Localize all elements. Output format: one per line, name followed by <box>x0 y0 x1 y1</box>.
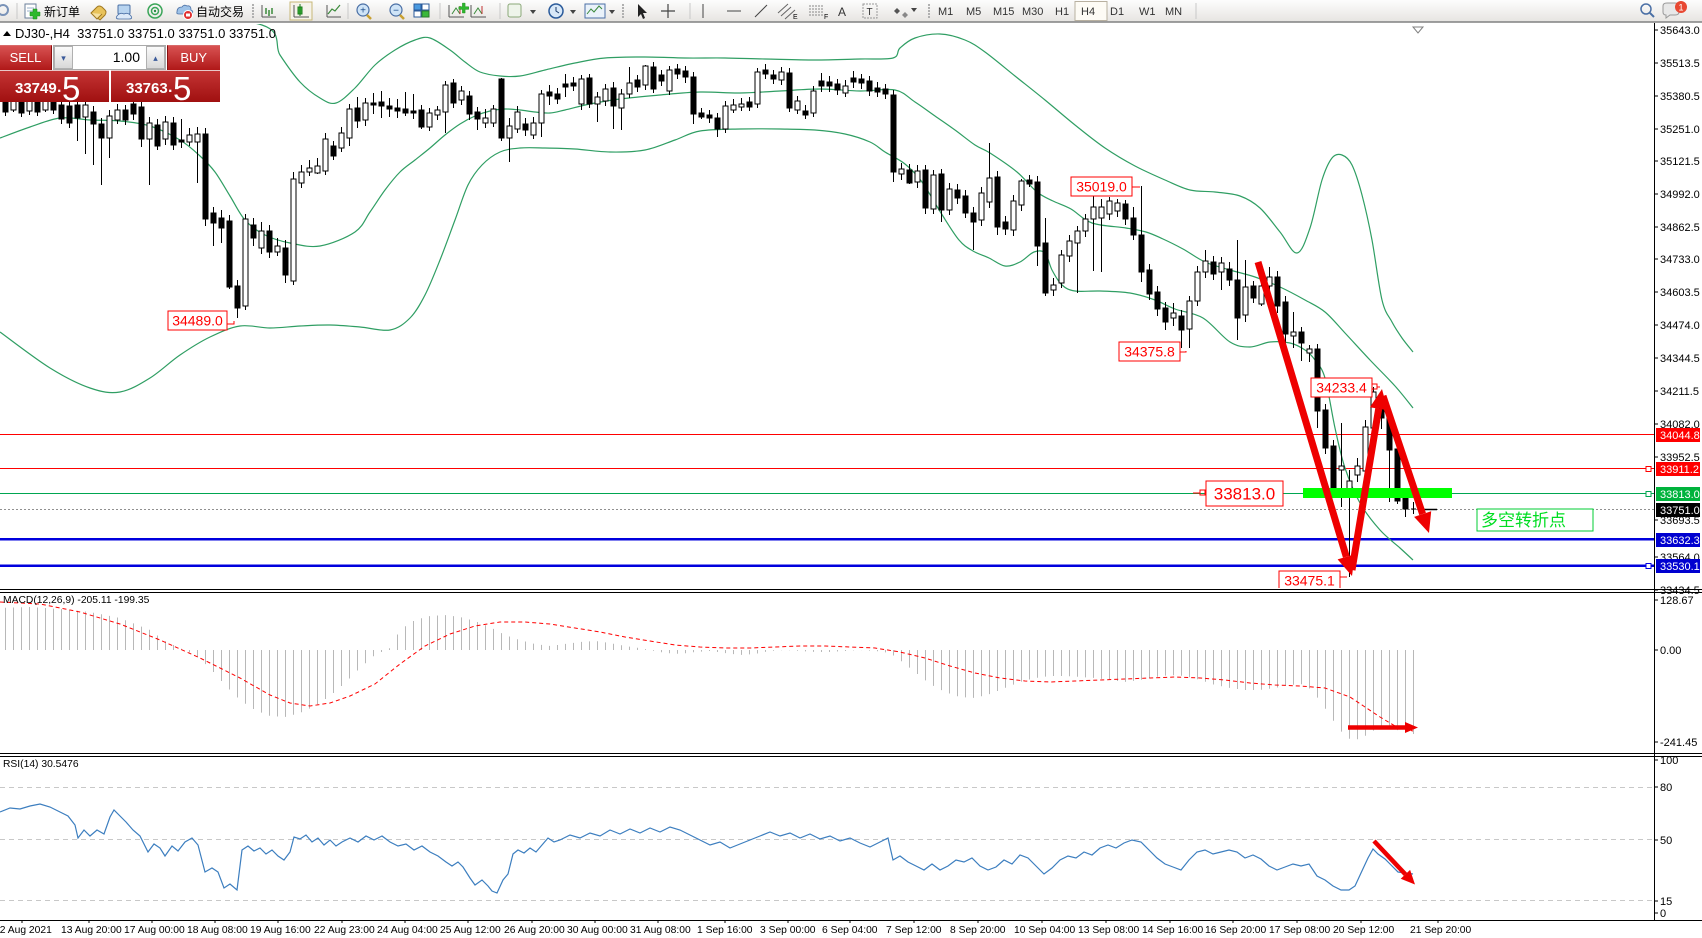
svg-text:33530.1: 33530.1 <box>1660 561 1700 573</box>
svg-text:13 Aug 20:00: 13 Aug 20:00 <box>61 925 122 936</box>
svg-text:12 Aug 2021: 12 Aug 2021 <box>0 925 52 936</box>
svg-text:128.67: 128.67 <box>1660 595 1694 607</box>
svg-text:34474.0: 34474.0 <box>1660 320 1700 332</box>
svg-text:F: F <box>824 14 828 21</box>
svg-text:14 Sep 16:00: 14 Sep 16:00 <box>1142 925 1204 936</box>
svg-text:35121.5: 35121.5 <box>1660 156 1700 168</box>
svg-text:1 Sep 16:00: 1 Sep 16:00 <box>697 925 753 936</box>
svg-text:15: 15 <box>1660 896 1672 908</box>
svg-text:+: + <box>360 6 366 17</box>
svg-text:H1: H1 <box>1055 6 1069 18</box>
svg-text:M1: M1 <box>938 6 953 18</box>
svg-text:17 Sep 08:00: 17 Sep 08:00 <box>1269 925 1331 936</box>
svg-text:10 Sep 04:00: 10 Sep 04:00 <box>1014 925 1076 936</box>
svg-text:-241.45: -241.45 <box>1660 737 1697 749</box>
svg-text:34733.0: 34733.0 <box>1660 254 1700 266</box>
svg-text:34211.5: 34211.5 <box>1660 386 1699 398</box>
svg-text:19 Aug 16:00: 19 Aug 16:00 <box>250 925 311 936</box>
svg-text:34344.5: 34344.5 <box>1660 353 1700 365</box>
svg-text:80: 80 <box>1660 782 1672 794</box>
svg-text:20 Sep 12:00: 20 Sep 12:00 <box>1333 925 1395 936</box>
svg-text:35380.5: 35380.5 <box>1660 91 1700 103</box>
svg-text:17 Aug 00:00: 17 Aug 00:00 <box>124 925 185 936</box>
svg-text:22 Aug 23:00: 22 Aug 23:00 <box>314 925 375 936</box>
svg-text:RSI(14) 30.5476: RSI(14) 30.5476 <box>3 759 79 770</box>
svg-text:33434.5: 33434.5 <box>1660 585 1700 597</box>
svg-text:35251.0: 35251.0 <box>1660 124 1700 136</box>
svg-text:W1: W1 <box>1139 6 1156 18</box>
svg-text:自动交易: 自动交易 <box>196 4 244 19</box>
svg-text:DJ30-,H4 33751.0 33751.0 3375: DJ30-,H4 33751.0 33751.0 33751.0 33751.0 <box>15 26 276 41</box>
svg-text:34992.0: 34992.0 <box>1660 189 1700 201</box>
svg-text:A: A <box>838 5 846 19</box>
svg-text:21 Sep 20:00: 21 Sep 20:00 <box>1410 925 1472 936</box>
svg-text:34862.5: 34862.5 <box>1660 222 1700 234</box>
svg-text:33693.5: 33693.5 <box>1660 515 1700 527</box>
svg-text:3 Sep 00:00: 3 Sep 00:00 <box>760 925 816 936</box>
svg-text:34375.8: 34375.8 <box>1124 344 1175 360</box>
svg-text:多空转折点: 多空转折点 <box>1481 511 1566 530</box>
svg-text:M30: M30 <box>1022 6 1043 18</box>
svg-text:33751.0: 33751.0 <box>1660 505 1700 517</box>
svg-text:33475.1: 33475.1 <box>1284 573 1335 589</box>
svg-text:34233.4: 34233.4 <box>1316 380 1367 396</box>
svg-text:34489.0: 34489.0 <box>172 313 223 329</box>
svg-text:0: 0 <box>1660 908 1666 920</box>
svg-text:H4: H4 <box>1081 6 1095 18</box>
svg-text:26 Aug 20:00: 26 Aug 20:00 <box>504 925 565 936</box>
svg-text:33632.3: 33632.3 <box>1660 535 1700 547</box>
svg-text:E: E <box>793 14 798 21</box>
svg-text:35019.0: 35019.0 <box>1076 179 1127 195</box>
svg-text:31 Aug 08:00: 31 Aug 08:00 <box>630 925 691 936</box>
svg-text:M15: M15 <box>993 6 1014 18</box>
svg-text:M5: M5 <box>966 6 981 18</box>
svg-text:30 Aug 00:00: 30 Aug 00:00 <box>567 925 628 936</box>
svg-text:13 Sep 08:00: 13 Sep 08:00 <box>1078 925 1140 936</box>
svg-text:6 Sep 04:00: 6 Sep 04:00 <box>822 925 878 936</box>
svg-text:33911.2: 33911.2 <box>1660 464 1699 476</box>
svg-text:33952.5: 33952.5 <box>1660 452 1700 464</box>
svg-text:25 Aug 12:00: 25 Aug 12:00 <box>440 925 501 936</box>
svg-text:1: 1 <box>1678 3 1683 13</box>
svg-text:35643.0: 35643.0 <box>1660 25 1700 37</box>
svg-text:MACD(12,26,9) -205.11 -199.35: MACD(12,26,9) -205.11 -199.35 <box>3 595 150 606</box>
svg-text:新订单: 新订单 <box>44 4 80 19</box>
svg-text:33813.0: 33813.0 <box>1214 485 1275 504</box>
svg-text:34044.8: 34044.8 <box>1660 430 1700 442</box>
svg-text:MN: MN <box>1165 6 1182 18</box>
svg-text:16 Sep 20:00: 16 Sep 20:00 <box>1205 925 1267 936</box>
svg-text:34603.5: 34603.5 <box>1660 287 1700 299</box>
svg-text:35513.5: 35513.5 <box>1660 58 1700 70</box>
svg-text:8 Sep 20:00: 8 Sep 20:00 <box>950 925 1006 936</box>
svg-text:18 Aug 08:00: 18 Aug 08:00 <box>187 925 248 936</box>
svg-text:0.00: 0.00 <box>1660 645 1681 657</box>
svg-text:50: 50 <box>1660 835 1672 847</box>
svg-text:24 Aug 04:00: 24 Aug 04:00 <box>377 925 438 936</box>
svg-text:33813.0: 33813.0 <box>1660 489 1700 501</box>
svg-text:100: 100 <box>1660 755 1678 767</box>
svg-text:−: − <box>393 6 399 17</box>
svg-text:D1: D1 <box>1110 6 1124 18</box>
svg-text:T: T <box>867 7 873 18</box>
svg-text:7 Sep 12:00: 7 Sep 12:00 <box>886 925 942 936</box>
